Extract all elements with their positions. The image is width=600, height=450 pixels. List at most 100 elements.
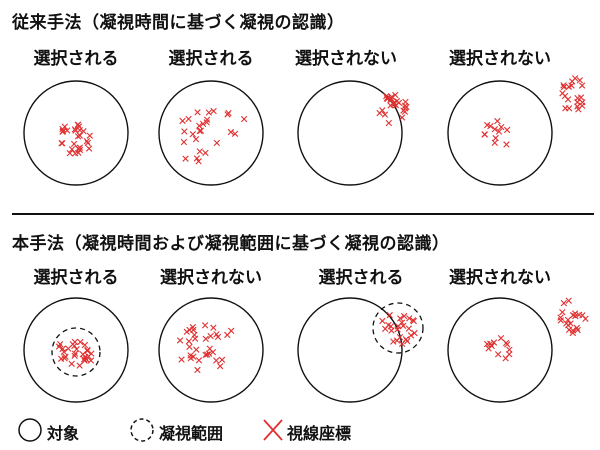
top-label-4: 選択されない bbox=[449, 49, 551, 69]
gaze-point-mark bbox=[563, 320, 570, 327]
gaze-point-mark bbox=[193, 155, 201, 162]
gaze-point-mark bbox=[210, 107, 217, 115]
gaze-point-mark bbox=[82, 353, 89, 361]
gaze-point-mark bbox=[576, 77, 584, 84]
gaze-point-mark bbox=[194, 366, 201, 374]
gaze-point-mark bbox=[562, 105, 569, 112]
gaze-point-mark bbox=[577, 94, 585, 101]
gaze-point-mark bbox=[199, 120, 207, 127]
gaze-point-mark bbox=[76, 362, 83, 369]
gaze-point-mark bbox=[571, 310, 579, 317]
gaze-point-mark bbox=[393, 337, 401, 344]
gaze-point-mark bbox=[206, 345, 214, 352]
bottom-label-1: 選択される bbox=[33, 268, 119, 288]
gaze-point-mark bbox=[60, 348, 68, 356]
object-circle bbox=[447, 297, 553, 403]
gaze-point-mark bbox=[559, 308, 566, 316]
gaze-point-mark bbox=[407, 332, 415, 339]
top-label-1: 選択される bbox=[33, 49, 119, 69]
object-circle bbox=[23, 297, 129, 403]
section-divider bbox=[12, 213, 594, 215]
gaze-point-mark bbox=[65, 345, 72, 352]
gaze-point-mark bbox=[225, 109, 232, 117]
gaze-point-mark bbox=[485, 345, 492, 352]
object-circle bbox=[447, 80, 553, 186]
gaze-point-mark bbox=[203, 351, 211, 358]
gaze-point-mark bbox=[578, 82, 586, 89]
gaze-point-mark bbox=[83, 137, 91, 145]
gaze-point-mark bbox=[506, 351, 513, 358]
gaze-point-mark bbox=[557, 317, 564, 324]
bottom-label-4: 選択されない bbox=[449, 268, 551, 288]
gaze-point-mark bbox=[180, 138, 188, 146]
gaze-point-mark bbox=[59, 140, 66, 147]
gaze-point-mark bbox=[202, 149, 209, 157]
gaze-point-mark bbox=[390, 338, 397, 345]
gaze-point-mark bbox=[560, 82, 567, 89]
gaze-point-mark bbox=[487, 122, 494, 130]
top-label-2: 選択される bbox=[168, 49, 254, 69]
gaze-point-mark bbox=[62, 353, 69, 360]
gaze-point-mark bbox=[227, 327, 235, 335]
gaze-point-mark bbox=[569, 329, 577, 337]
gaze-point-mark bbox=[387, 102, 394, 109]
gaze-point-mark bbox=[495, 128, 503, 135]
gaze-point-mark bbox=[491, 125, 499, 133]
gaze-point-mark bbox=[213, 331, 220, 338]
gaze-point-mark bbox=[197, 127, 205, 134]
gaze-point-mark bbox=[402, 98, 409, 106]
gaze-point-mark bbox=[398, 340, 406, 347]
object-circle bbox=[297, 297, 403, 403]
legend-gaze-range-icon bbox=[130, 418, 154, 442]
gaze-point-mark bbox=[63, 127, 71, 134]
gaze-point-mark bbox=[568, 78, 576, 85]
gaze-point-mark bbox=[196, 148, 204, 155]
gaze-point-mark bbox=[81, 341, 89, 349]
gaze-point-mark bbox=[84, 139, 91, 147]
gaze-point-mark bbox=[205, 350, 213, 357]
gaze-point-mark bbox=[191, 331, 198, 339]
gaze-point-mark bbox=[71, 350, 79, 357]
gaze-point-mark bbox=[80, 128, 87, 135]
gaze-point-mark bbox=[398, 114, 406, 121]
gaze-point-mark bbox=[381, 111, 389, 118]
gaze-point-mark bbox=[410, 317, 418, 325]
gaze-point-mark bbox=[84, 347, 91, 355]
gaze-point-mark bbox=[405, 325, 413, 332]
gaze-point-mark bbox=[400, 107, 407, 114]
gaze-point-mark bbox=[195, 158, 202, 165]
gaze-point-mark bbox=[492, 134, 499, 142]
gaze-point-mark bbox=[213, 357, 220, 364]
gaze-point-mark bbox=[240, 115, 248, 123]
gaze-point-mark bbox=[56, 340, 64, 348]
proposed-method-title: 本手法（凝視時間および凝視範囲に基づく凝視の認識） bbox=[12, 234, 450, 254]
gaze-point-mark bbox=[227, 128, 235, 136]
gaze-point-mark bbox=[189, 131, 196, 138]
object-circle bbox=[297, 80, 403, 186]
gaze-point-mark bbox=[483, 340, 491, 348]
object-circle bbox=[158, 80, 264, 186]
gaze-point-mark bbox=[400, 322, 407, 330]
object-circle bbox=[23, 80, 129, 186]
legend-gaze-coordinates-label: 視線座標 bbox=[287, 424, 352, 443]
gaze-range-circle bbox=[51, 327, 101, 377]
gaze-point-mark bbox=[490, 339, 498, 346]
gaze-point-mark bbox=[193, 346, 200, 353]
bottom-label-2: 選択されない bbox=[160, 268, 262, 288]
gaze-point-mark bbox=[216, 362, 224, 370]
gaze-point-mark bbox=[71, 352, 78, 360]
gaze-point-mark bbox=[59, 125, 66, 133]
gaze-point-mark bbox=[387, 96, 394, 104]
gaze-point-mark bbox=[74, 121, 82, 128]
top-label-3: 選択されない bbox=[295, 49, 397, 69]
gaze-point-mark bbox=[202, 335, 209, 343]
conventional-method-title: 従来手法（凝視時間に基づく凝視の認識） bbox=[12, 13, 345, 33]
gaze-point-mark bbox=[565, 297, 572, 304]
gaze-point-mark bbox=[385, 321, 392, 329]
gaze-point-mark bbox=[494, 351, 502, 358]
gaze-point-mark bbox=[72, 127, 79, 134]
gaze-point-mark bbox=[178, 356, 185, 363]
gaze-point-mark bbox=[376, 109, 383, 117]
gaze-point-mark bbox=[195, 357, 203, 364]
